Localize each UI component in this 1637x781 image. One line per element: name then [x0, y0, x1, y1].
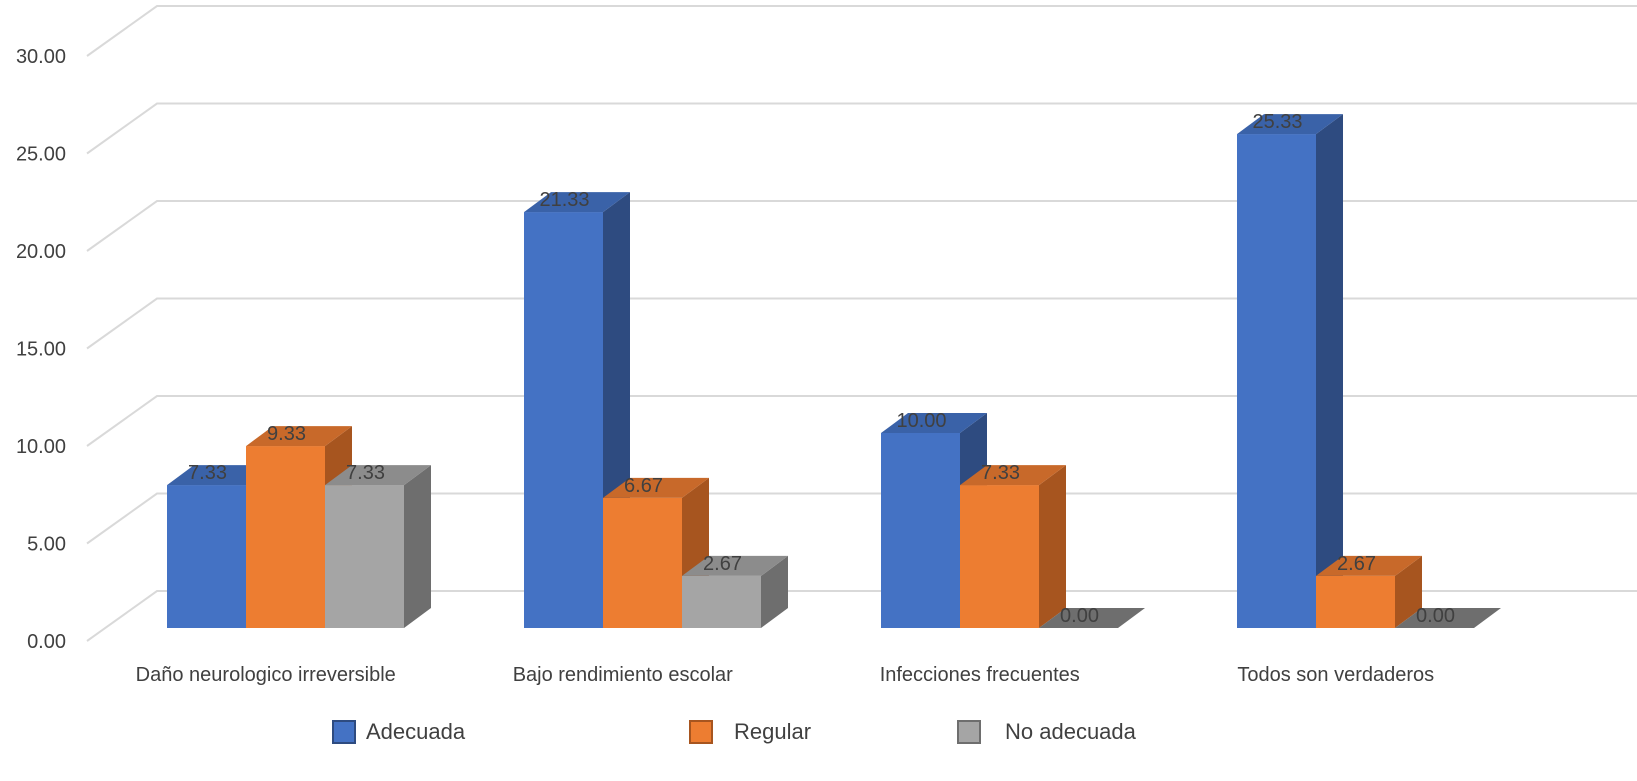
bar-front	[325, 485, 404, 628]
data-label: 25.33	[1252, 111, 1302, 133]
legend-swatch	[332, 720, 356, 744]
bar-front	[960, 485, 1039, 628]
x-category-label: Bajo rendimiento escolar	[513, 664, 733, 686]
bar-front	[1316, 575, 1395, 628]
legend-item: No adecuada	[957, 719, 1137, 744]
data-label: 6.67	[624, 475, 663, 497]
legend-swatch	[957, 720, 981, 744]
bar-front	[524, 212, 603, 628]
y-tick-label: 30.00	[16, 46, 66, 68]
bar-front	[603, 497, 682, 628]
bar-side	[404, 465, 431, 628]
gridline	[86, 590, 1637, 642]
bar-side	[761, 555, 788, 628]
bar	[325, 465, 431, 628]
bar-side	[1039, 465, 1066, 628]
gridlines	[86, 5, 1637, 642]
gridline	[86, 492, 1637, 545]
bar-front	[167, 485, 246, 628]
y-tick-label: 0.00	[27, 631, 66, 653]
data-label: 0.00	[1416, 605, 1455, 627]
bar-top	[960, 465, 1066, 486]
bar-top	[246, 426, 352, 447]
x-category-label: Daño neurologico irreversible	[136, 664, 396, 686]
bar-top	[325, 465, 431, 486]
bar-side	[1395, 555, 1422, 628]
bar-top	[1237, 114, 1343, 135]
bar	[524, 192, 630, 628]
bar-front	[682, 575, 761, 628]
bar-top	[881, 413, 987, 433]
legend-swatch	[689, 720, 713, 744]
data-label: 0.00	[1060, 605, 1099, 627]
y-tick-label: 25.00	[16, 144, 66, 166]
y-tick-label: 15.00	[16, 339, 66, 361]
bar	[1237, 114, 1343, 628]
bar	[960, 465, 1066, 628]
legend-item: Adecuada	[332, 719, 466, 744]
bar	[1395, 608, 1501, 628]
bar-front	[1237, 134, 1316, 628]
y-tick-label: 20.00	[16, 241, 66, 263]
data-label: 21.33	[539, 189, 589, 211]
bar	[682, 555, 788, 628]
y-tick-label: 10.00	[16, 436, 66, 458]
bar-top	[1039, 608, 1145, 628]
bar-top	[524, 192, 630, 213]
legend-label: Adecuada	[366, 719, 466, 744]
data-label: 9.33	[267, 423, 306, 445]
data-label: 7.33	[188, 462, 227, 484]
bar-front	[246, 446, 325, 628]
legend-item: Regular	[689, 719, 811, 744]
bar-top	[603, 477, 709, 498]
bar-top	[1316, 555, 1422, 576]
data-label: 2.67	[1337, 553, 1376, 575]
bar-front	[881, 433, 960, 628]
data-labels: 7.33 9.33 7.33 21.33 6.67 2.67 10.00 7.33 0.00 25…	[188, 111, 1455, 627]
data-label: 7.33	[346, 462, 385, 484]
legend-label: No adecuada	[1005, 719, 1137, 744]
x-axis-categories: Daño neurologico irreversible Bajo rendim…	[136, 664, 1434, 686]
bars	[167, 114, 1501, 628]
data-label: 7.33	[981, 462, 1020, 484]
data-label: 2.67	[703, 553, 742, 575]
gridline	[86, 5, 1637, 57]
legend-label: Regular	[734, 719, 811, 744]
x-category-label: Infecciones frecuentes	[880, 664, 1080, 686]
bar	[1316, 555, 1422, 628]
y-tick-label: 5.00	[27, 534, 66, 556]
bar-top	[1395, 608, 1501, 628]
legend: Adecuada Regular No adecuada	[332, 719, 1137, 744]
x-category-label: Todos son verdaderos	[1237, 664, 1434, 686]
bar-top	[682, 555, 788, 576]
bar	[1039, 608, 1145, 628]
gridline	[86, 200, 1637, 252]
data-label: 10.00	[896, 410, 946, 432]
y-axis-ticks: 0.00 5.00 10.00 15.00 20.00 25.00 30.00	[16, 46, 66, 653]
gridline	[86, 297, 1637, 350]
gridline	[86, 102, 1637, 155]
gridline	[86, 395, 1637, 447]
bar-side	[1316, 114, 1343, 628]
